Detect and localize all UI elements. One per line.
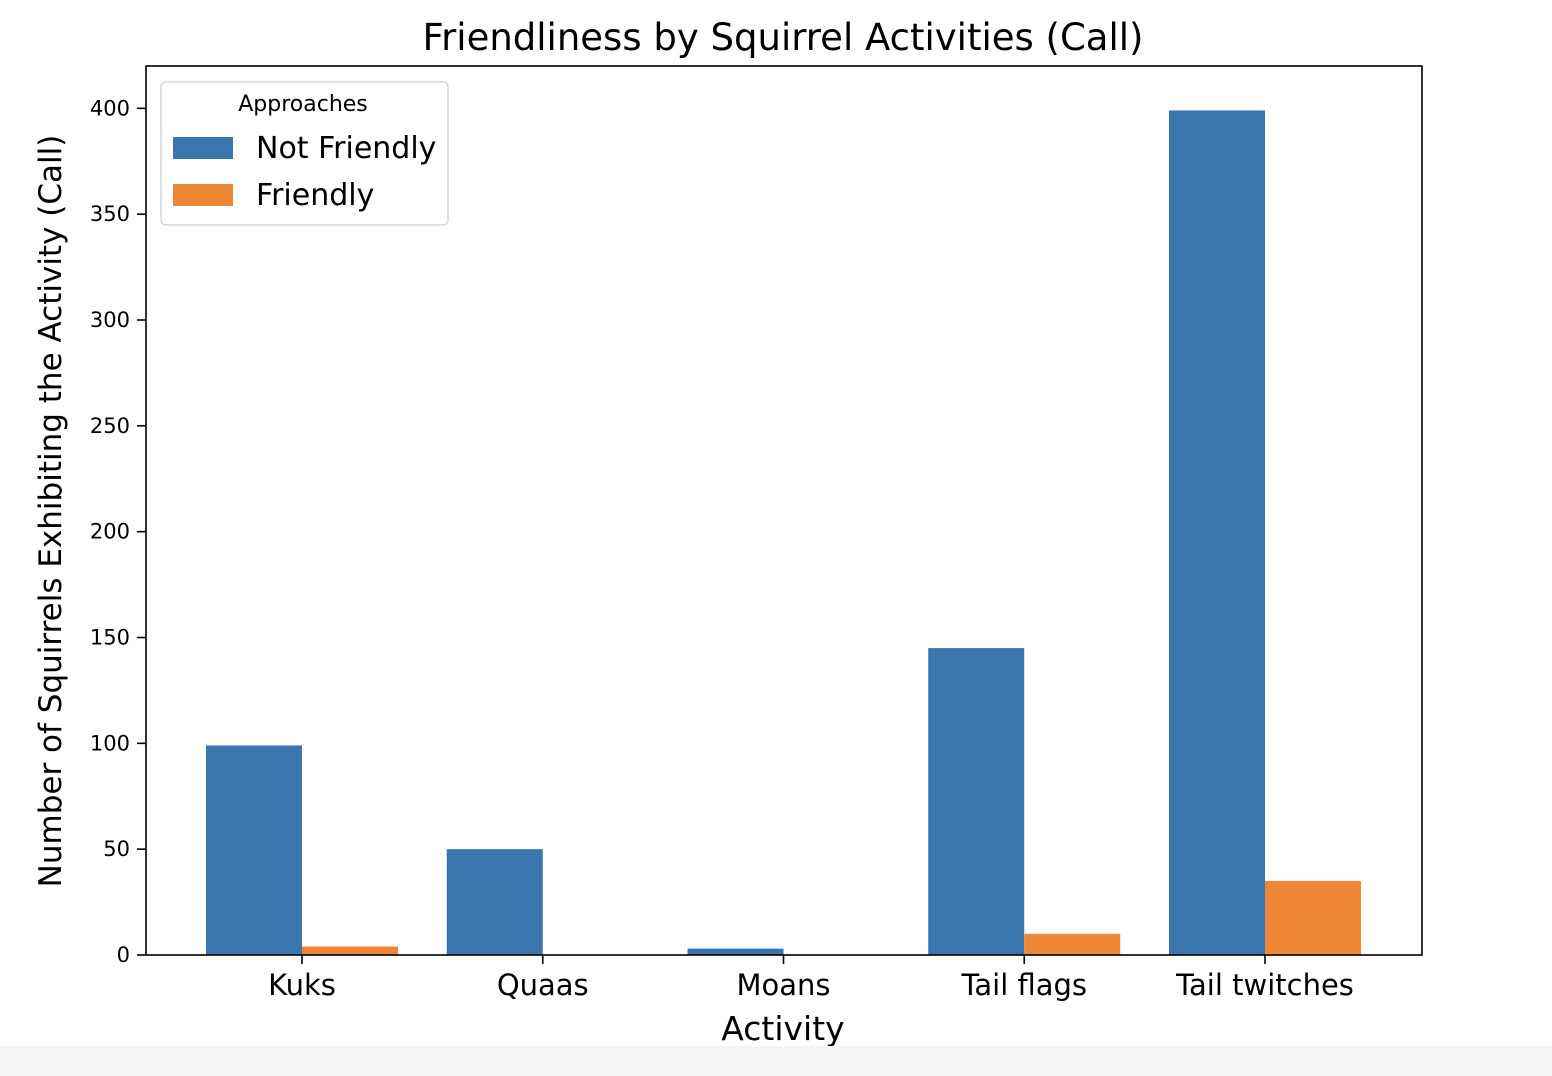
legend-label-friendly: Friendly <box>256 178 374 213</box>
x-tick-label: Tail twitches <box>1175 968 1354 1002</box>
x-tick-label: Quaas <box>497 968 589 1002</box>
bar-not-friendly-kuks <box>206 745 302 955</box>
y-tick-label: 300 <box>90 308 130 332</box>
x-tick-label: Kuks <box>268 968 336 1002</box>
y-tick-label: 350 <box>90 202 130 226</box>
bar-friendly-tail-twitches <box>1265 880 1361 955</box>
legend-title: Approaches <box>238 92 368 117</box>
y-tick-label: 400 <box>90 96 130 120</box>
bar-not-friendly-moans <box>687 948 784 955</box>
chart-title: Friendliness by Squirrel Activities (Cal… <box>423 16 1144 59</box>
x-axis: Kuks Quaas Moans Tail flags Tail twitches <box>268 955 1354 1002</box>
plot-frame <box>145 65 1423 956</box>
y-tick-label: 150 <box>90 626 130 650</box>
legend-label-not-friendly: Not Friendly <box>256 131 436 166</box>
bar-not-friendly-quaas <box>446 849 543 955</box>
y-tick-label: 50 <box>103 837 130 861</box>
bar-friendly-tail-flags <box>1024 933 1121 955</box>
y-axis-label: Number of Squirrels Exhibiting the Activ… <box>33 135 69 888</box>
y-axis: 0 50 100 150 200 250 300 350 400 <box>90 96 146 967</box>
x-axis-label: Activity <box>721 1009 844 1048</box>
y-tick-label: 250 <box>90 414 130 438</box>
bar-friendly-kuks <box>302 946 398 955</box>
x-tick-label: Tail flags <box>960 968 1087 1002</box>
legend-swatch-not-friendly <box>173 137 233 159</box>
bar-not-friendly-tail-twitches <box>1169 110 1265 955</box>
y-tick-label: 100 <box>90 731 130 755</box>
legend-swatch-friendly <box>173 184 233 206</box>
legend: Approaches Not Friendly Friendly <box>160 81 449 226</box>
y-tick-label: 0 <box>117 943 130 967</box>
bars-group <box>206 110 1361 955</box>
bar-not-friendly-tail-flags <box>928 648 1025 955</box>
y-tick-label: 200 <box>90 520 130 544</box>
x-tick-label: Moans <box>736 968 830 1002</box>
footer-strip <box>0 1046 1552 1076</box>
